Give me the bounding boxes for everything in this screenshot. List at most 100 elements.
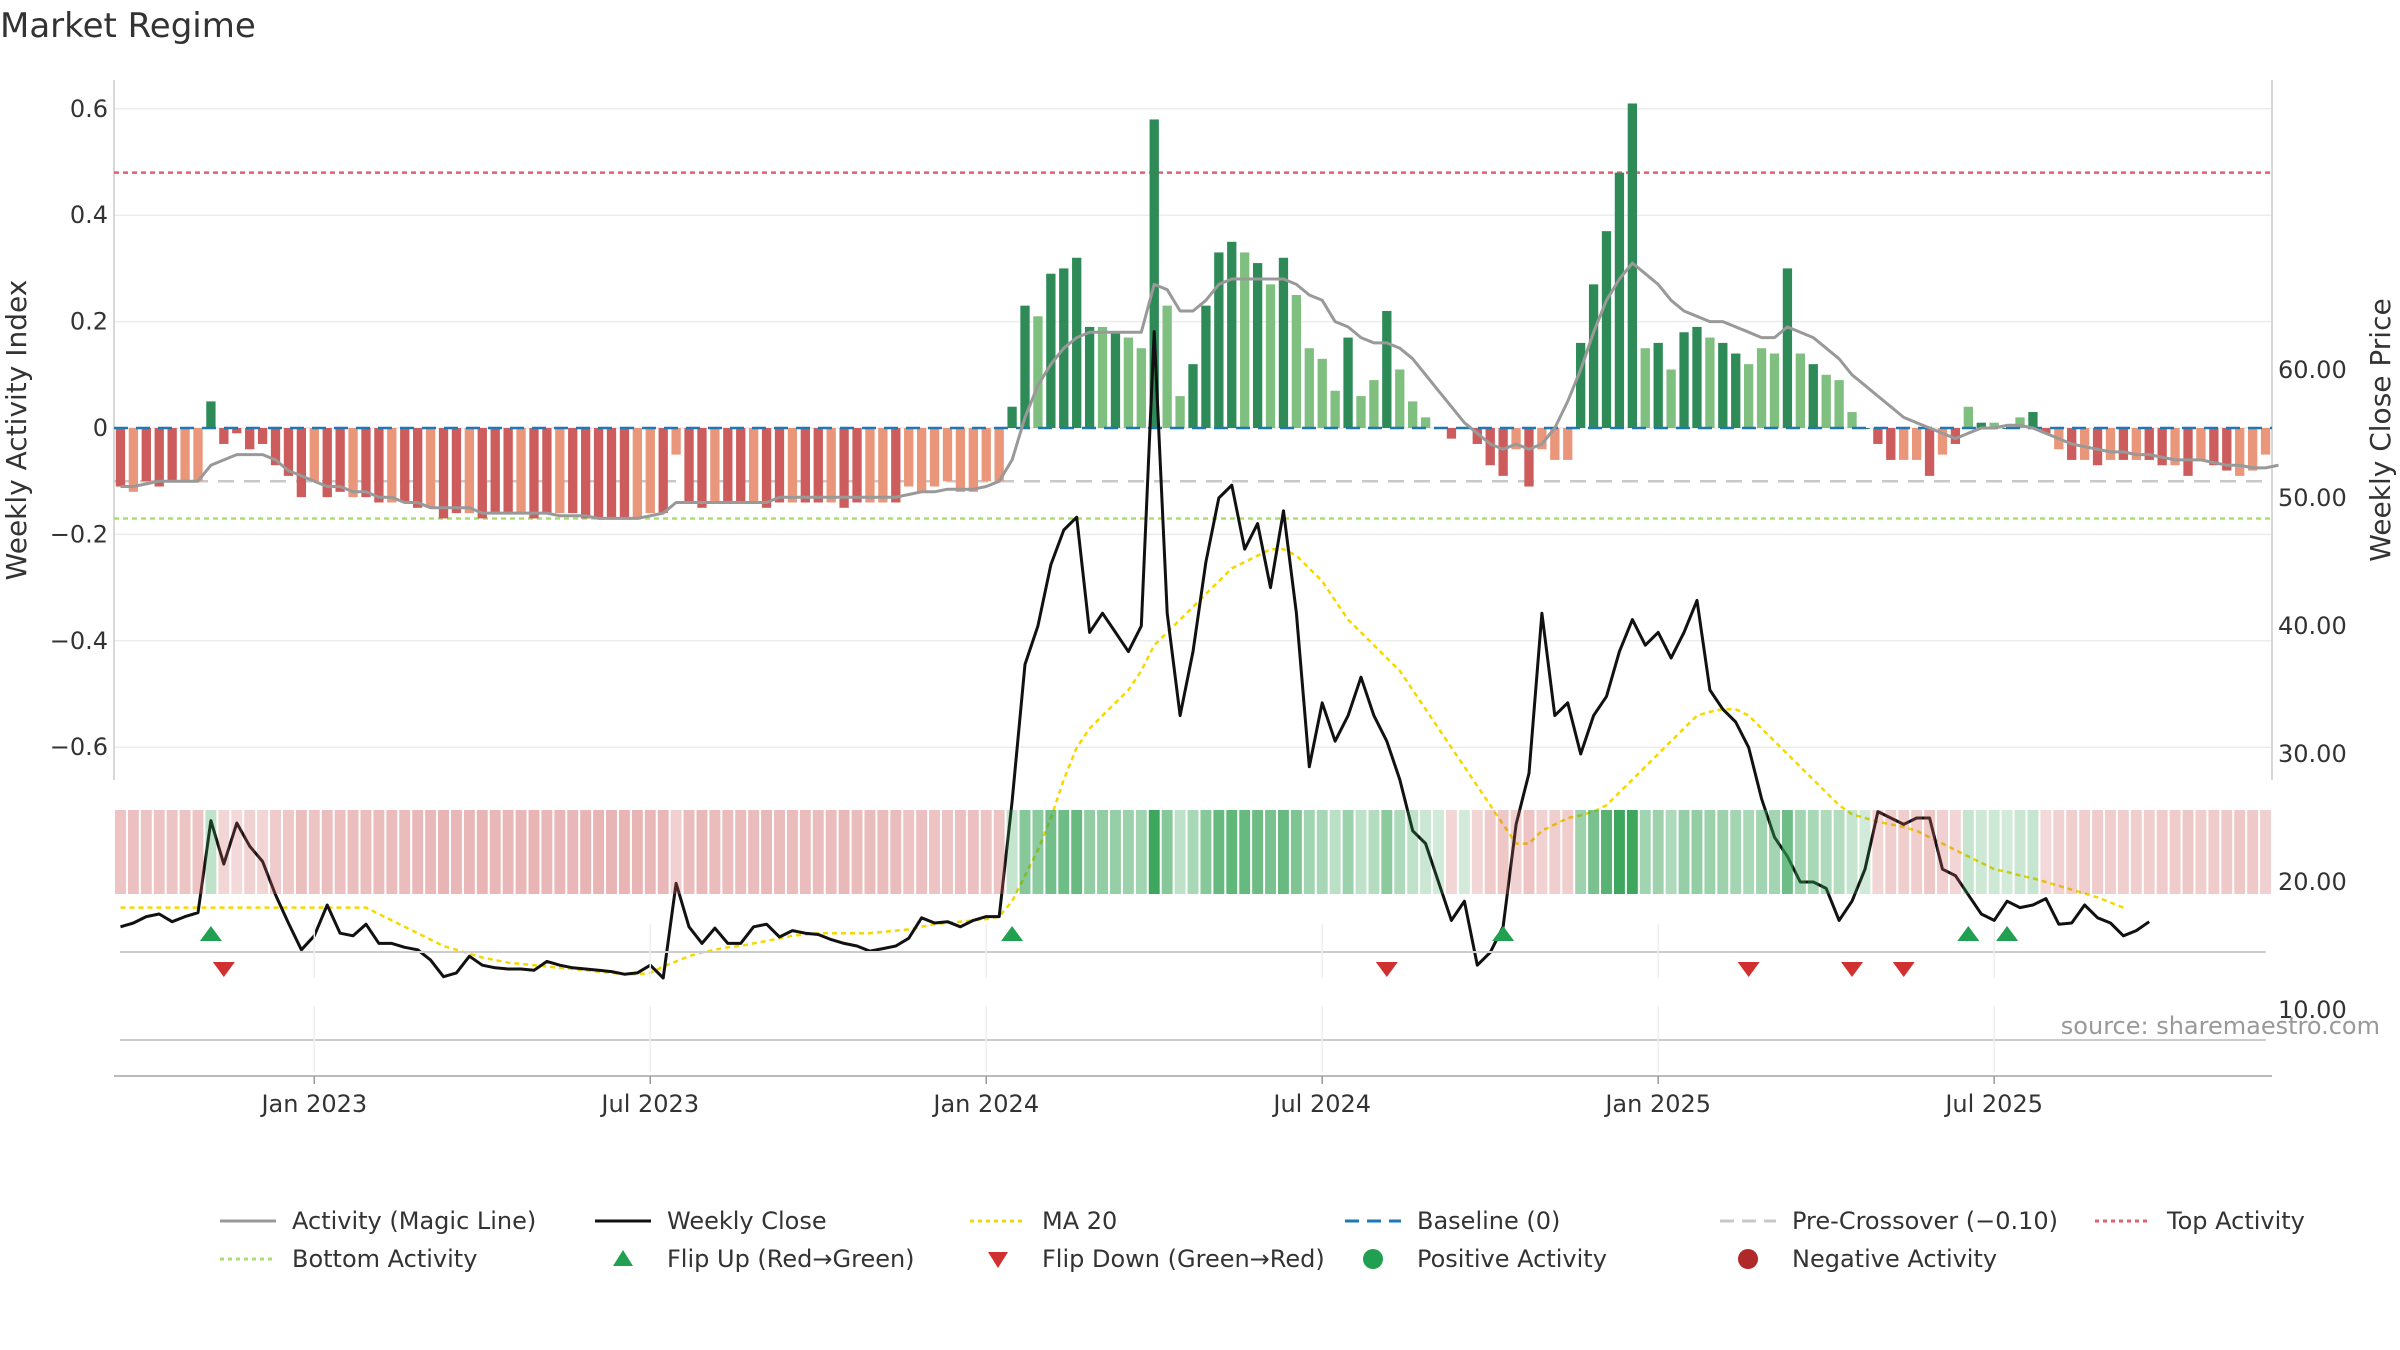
- legend-item: Positive Activity: [1341, 1245, 1716, 1273]
- regime-cell: [1717, 810, 1729, 894]
- regime-cell: [942, 810, 953, 894]
- regime-cell: [1084, 810, 1096, 894]
- regime-cell: [2182, 810, 2194, 894]
- regime-cell: [360, 810, 372, 894]
- activity-bar: [1588, 284, 1599, 428]
- activity-bar: [1899, 428, 1909, 460]
- activity-bar: [374, 428, 384, 503]
- activity-bar: [865, 428, 875, 503]
- activity-bar: [891, 428, 901, 503]
- regime-cell: [1265, 810, 1276, 894]
- activity-bar: [1214, 252, 1224, 428]
- regime-cell: [1769, 810, 1780, 894]
- regime-cell: [321, 810, 333, 894]
- y-right-tick-label: 40.00: [2278, 612, 2347, 640]
- legend-label: Bottom Activity: [292, 1245, 478, 1273]
- activity-bar: [2028, 412, 2038, 428]
- regime-cell: [1303, 810, 1315, 894]
- regime-cell: [2234, 810, 2246, 894]
- activity-bars: [115, 103, 2271, 519]
- regime-cell: [1898, 810, 1910, 894]
- regime-cell: [1833, 810, 1845, 894]
- y-tick-label: −0.6: [50, 733, 108, 761]
- legend-item: Weekly Close: [591, 1207, 966, 1235]
- regime-cell: [1975, 810, 1987, 894]
- regime-cell: [192, 810, 204, 894]
- regime-cell: [2079, 810, 2091, 894]
- regime-cell: [489, 810, 501, 894]
- regime-cell: [2027, 810, 2039, 894]
- regime-cell: [1626, 810, 1638, 894]
- legend-item: Flip Down (Green→Red): [966, 1245, 1341, 1273]
- legend-swatch: [220, 1257, 276, 1261]
- regime-cell: [890, 810, 902, 894]
- chart-title: Market Regime: [0, 6, 256, 46]
- activity-bar: [2209, 428, 2219, 466]
- regime-cell: [1381, 810, 1393, 894]
- legend-label: Pre-Crossover (−0.10): [1792, 1207, 2059, 1235]
- y-right-axis-title: Weekly Close Price: [2364, 298, 2397, 561]
- regime-cell: [1407, 810, 1419, 894]
- activity-bar: [2260, 428, 2271, 455]
- activity-bar: [309, 428, 319, 482]
- activity-bar: [1563, 428, 1573, 460]
- activity-bar: [1278, 257, 1289, 428]
- flip-up-marker: [1492, 926, 1515, 941]
- regime-cell: [399, 810, 411, 894]
- regime-cell: [1962, 810, 1974, 894]
- regime-cell: [709, 810, 721, 894]
- chart-legend: Activity (Magic Line) Weekly Close MA 20 Ba…: [216, 1207, 2356, 1273]
- regime-cell: [2195, 810, 2207, 894]
- regime-cell: [825, 810, 837, 894]
- regime-cell: [670, 810, 682, 894]
- regime-cell: [1523, 810, 1535, 894]
- legend-label: Flip Down (Green→Red): [1042, 1245, 1325, 1273]
- regime-cell: [761, 810, 773, 894]
- activity-bar: [1937, 428, 1948, 455]
- legend-swatch: [1363, 1249, 1383, 1269]
- regime-cell: [2001, 810, 2013, 894]
- y-tick-label: 0.6: [70, 95, 108, 123]
- activity-bar: [348, 428, 358, 498]
- activity-bar: [839, 428, 849, 508]
- regime-cell: [334, 810, 346, 894]
- activity-bar: [2144, 428, 2154, 460]
- activity-bar: [710, 428, 720, 503]
- activity-bar: [361, 428, 371, 498]
- flip-up-marker: [1001, 926, 1024, 941]
- activity-bar: [1227, 241, 1237, 428]
- regime-cell: [786, 810, 798, 894]
- activity-bar: [516, 428, 526, 514]
- activity-bar: [1162, 305, 1172, 428]
- regime-cell: [1213, 810, 1225, 894]
- regime-cell: [1639, 810, 1651, 894]
- x-tick-label: Jul 2023: [599, 1090, 699, 1118]
- activity-bar: [1382, 310, 1392, 428]
- regime-cell: [2040, 810, 2052, 894]
- source-credit: source: sharemaestro.com: [2060, 1012, 2380, 1040]
- activity-bar: [529, 428, 539, 519]
- activity-bar: [1524, 428, 1534, 487]
- regime-cell: [1859, 810, 1871, 894]
- activity-bar: [219, 428, 229, 444]
- regime-cell: [541, 810, 553, 894]
- activity-bar: [451, 428, 462, 514]
- regime-cell: [2156, 810, 2168, 894]
- regime-cell: [554, 810, 566, 894]
- regime-cell: [2260, 810, 2271, 894]
- legend-item: Flip Up (Red→Green): [591, 1245, 966, 1273]
- legend-item: MA 20: [966, 1207, 1341, 1235]
- activity-bar: [1136, 348, 1146, 428]
- activity-bar: [1756, 348, 1767, 428]
- x-tick-label: Jan 2023: [259, 1090, 367, 1118]
- activity-bar: [296, 428, 307, 498]
- regime-cell: [1316, 810, 1328, 894]
- regime-cell: [593, 810, 605, 894]
- activity-bar: [193, 428, 203, 482]
- y-axis-title: Weekly Activity Index: [0, 280, 33, 581]
- activity-bar: [555, 428, 565, 514]
- regime-cell: [683, 810, 695, 894]
- weekly-close-line: [120, 330, 2151, 980]
- activity-bar: [115, 428, 126, 487]
- activity-bar: [1627, 103, 1638, 428]
